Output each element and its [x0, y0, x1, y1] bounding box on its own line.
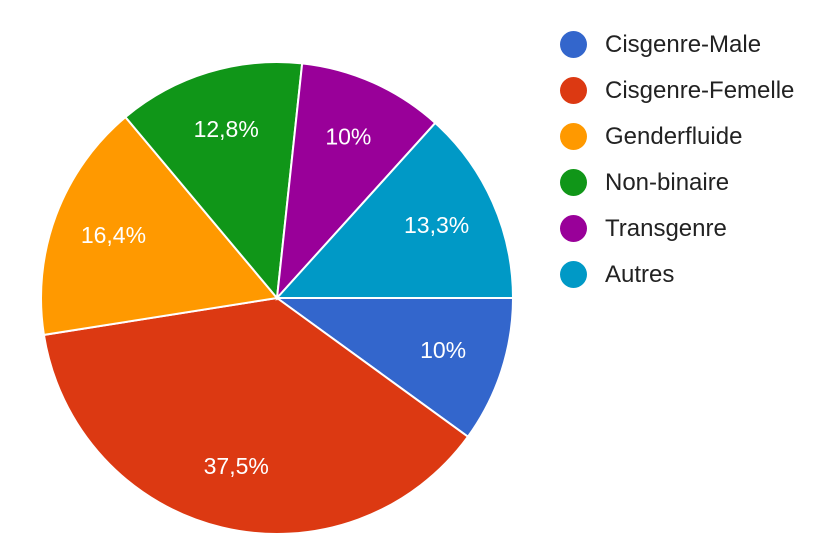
- pie-chart: 10% 37,5% 16,4% 12,8% 10% 13,3%: [40, 61, 515, 535]
- pie-slice: [124, 61, 304, 301]
- pie-slice: [275, 62, 437, 301]
- legend-item: Non-binaire: [560, 165, 828, 202]
- legend-swatch: [560, 31, 587, 58]
- legend-swatch: [560, 169, 587, 196]
- legend-item: Autres: [560, 257, 828, 294]
- legend-item: Cisgenre-Male: [560, 27, 828, 64]
- legend-swatch: [560, 215, 587, 242]
- legend-item: Transgenre: [560, 211, 828, 248]
- pie-slice: [274, 121, 515, 299]
- legend-label: Non-binaire: [605, 169, 730, 196]
- legend-label: Transgenre: [605, 215, 727, 242]
- legend-label: Cisgenre-Femelle: [605, 77, 795, 104]
- pie-slice: [40, 115, 279, 337]
- legend-label: Autres: [605, 261, 675, 288]
- legend: Cisgenre-Male Cisgenre-Femelle Genderfluid…: [560, 27, 828, 303]
- legend-swatch: [560, 77, 587, 104]
- pie-slice: [42, 296, 470, 535]
- legend-item: Cisgenre-Femelle: [560, 73, 828, 110]
- slice-label: 10%: [325, 124, 371, 150]
- slice-label: 16,4%: [81, 222, 146, 248]
- pie-slice: [273, 297, 515, 439]
- slice-label: 13,3%: [404, 212, 469, 238]
- slice-label: 10%: [420, 337, 466, 363]
- legend-swatch: [560, 261, 587, 288]
- legend-swatch: [560, 123, 587, 150]
- slice-label: 12,8%: [194, 116, 259, 142]
- legend-label: Genderfluide: [605, 123, 743, 150]
- legend-item: Genderfluide: [560, 119, 828, 156]
- slice-label: 37,5%: [204, 453, 269, 479]
- legend-label: Cisgenre-Male: [605, 31, 762, 58]
